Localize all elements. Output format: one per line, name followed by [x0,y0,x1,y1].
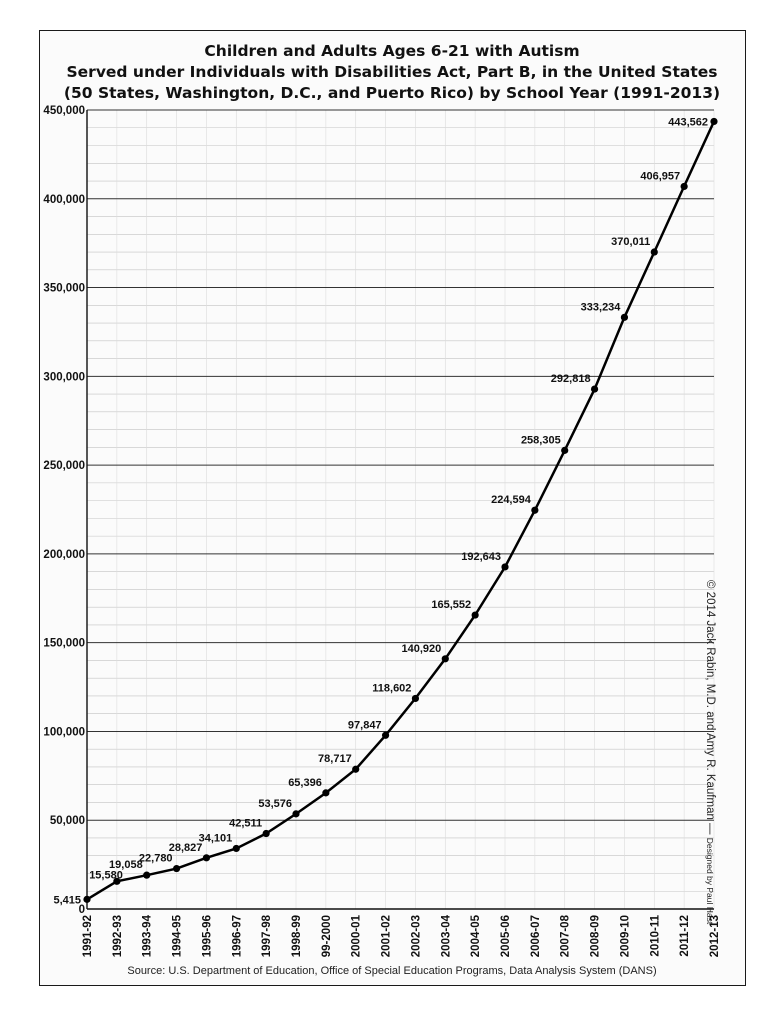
data-point [292,810,300,818]
x-tick-label: 2005-06 [500,915,512,957]
data-point [441,655,449,663]
copyright-note: © 2014 Jack Rabin, M.D. and Amy R. Kaufm… [704,580,716,924]
data-point [262,829,270,838]
x-tick-label: 2011-12 [679,915,691,957]
data-point [172,864,181,873]
x-tick-label: 2007-08 [560,914,572,957]
data-label: 333,234 [581,301,622,313]
data-point [202,854,211,862]
y-tick-label: 400,000 [43,194,85,206]
y-tick-label: 300,000 [43,371,85,383]
data-label: 5,415 [53,894,81,906]
chart-frame [39,30,746,986]
data-label: 78,717 [318,753,352,765]
data-label: 53,576 [258,798,292,810]
data-label: 22,780 [139,853,173,865]
copyright-text: © 2014 Jack Rabin, M.D. and Amy R. Kaufm… [704,580,716,835]
data-label: 34,101 [199,832,233,844]
x-tick-label: 1994-95 [172,914,184,957]
x-tick-label: 2008-09 [590,915,602,957]
data-label: 97,847 [348,719,382,731]
data-label: 165,552 [431,599,471,611]
x-tick-label: 2009-10 [619,915,631,957]
x-tick-label: 2004-05 [470,914,482,957]
y-tick-label: 150,000 [43,638,85,650]
data-point [680,182,688,191]
x-axis: 1991-92 1992-93 1993-94 1994-95 1995-96 1996-… [82,908,721,957]
data-label: 192,643 [461,551,501,563]
data-label: 118,602 [372,682,411,694]
series-line [86,120,716,901]
data-point [501,563,509,571]
x-tick-label: 1998-99 [291,915,303,957]
data-point [710,117,718,126]
source-note: Source: U.S. Department of Education, Of… [127,965,657,977]
data-point [113,877,121,885]
data-label: 406,957 [640,170,680,182]
data-point [650,248,658,256]
data-label: 28,827 [169,842,203,854]
data-point [411,694,420,703]
y-tick-label: 50,000 [50,815,85,827]
x-tick-label: 1993-94 [142,914,154,957]
data-label: 224,594 [491,494,532,506]
y-tick-label: 100,000 [43,726,85,738]
x-tick-label: 1995-96 [201,915,213,957]
data-point [471,611,479,619]
y-tick-label: 0 [79,904,85,916]
x-tick-label: 1997-98 [261,914,273,957]
chart-title: Children and Adults Ages 6-21 with Autis… [204,42,580,60]
x-tick-label: 2006-07 [530,915,542,957]
data-point [232,844,240,853]
data-label: 258,305 [521,434,561,446]
designer-credit: Designed by Paul Hast [705,837,715,925]
x-tick-label: 2010-11 [649,914,661,956]
x-tick-label: 1996-97 [231,915,243,957]
x-tick-label: 2000-01 [351,914,363,957]
data-point [590,385,599,393]
data-points [83,117,718,903]
chart-subtitle-line-2: (50 States, Washington, D.C., and Puerto… [63,84,721,102]
y-tick-label: 350,000 [43,283,85,295]
data-label: 443,562 [668,116,708,128]
x-tick-label: 2003-04 [440,914,452,957]
y-tick-label: 200,000 [43,549,85,561]
data-point [322,789,330,797]
data-label: 65,396 [288,777,322,789]
y-tick-label: 450,000 [43,105,85,117]
data-point [381,731,390,739]
x-tick-label: 2002-03 [410,915,422,957]
x-tick-label: 1992-93 [112,915,124,957]
data-point [83,895,91,903]
chart-subtitle-line-1: Served under Individuals with Disabiliti… [66,63,718,81]
grid-lines [86,109,715,910]
y-tick-label: 250,000 [43,460,85,472]
y-axis: 0 50,000 100,000 150,000 200,000 250,000 300,0… [43,105,88,916]
data-label: 19,058 [109,859,143,871]
x-tick-label: 1991-92 [82,915,94,957]
data-point [561,446,569,454]
data-label: 370,011 [611,236,650,248]
data-label: 42,511 [229,818,262,830]
data-point [352,765,360,773]
data-point [143,871,151,879]
data-label: 140,920 [402,643,442,655]
data-point [531,506,539,514]
x-tick-label: 2012-13 [709,915,721,957]
data-label: 292,818 [551,373,591,385]
x-tick-label: 2001-02 [381,915,393,957]
data-label: 15,580 [89,869,123,881]
data-point [620,313,629,321]
x-tick-label: 99-2000 [321,915,333,957]
